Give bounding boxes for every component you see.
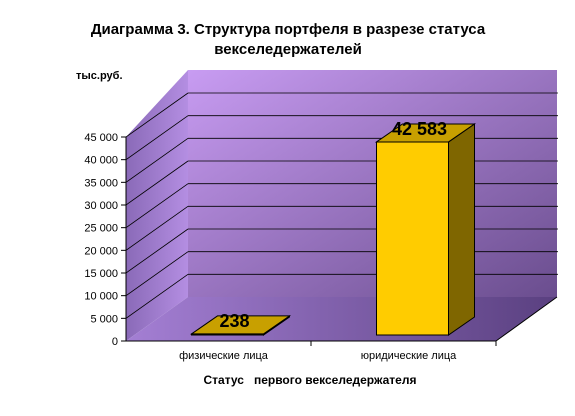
chart-title-line2: векселедержателей: [214, 41, 362, 58]
y-tick-label: 10 000: [84, 291, 118, 303]
data-label: 238: [219, 311, 249, 331]
y-tick-label: 35 000: [84, 177, 118, 189]
data-label: 42 583: [392, 119, 447, 139]
gridline-side: [125, 92, 189, 138]
y-axis-unit-label: тыс.руб.: [76, 70, 123, 82]
gridline-side: [125, 274, 189, 319]
gridlines: [125, 92, 558, 319]
y-axis-ticks: 0 5 000 10 000 15 000 20 000 25 000 30 000 35 0…: [84, 132, 126, 348]
bar-side: [448, 123, 475, 336]
gridline-side: [125, 228, 189, 274]
y-tick-label: 20 000: [84, 245, 118, 257]
floor-right-edge: [495, 296, 558, 342]
bar-top: [374, 123, 477, 143]
gridline-side: [125, 160, 189, 206]
gridline-side: [125, 183, 189, 228]
chart-title-line1: Диаграмма 3. Структура портфеля в разрез…: [91, 21, 486, 38]
x-category-label: юридические лица: [361, 350, 457, 362]
y-tick-label: 15 000: [84, 268, 118, 280]
y-tick-label: 45 000: [84, 132, 118, 144]
gridline-side: [125, 206, 189, 251]
bar-top: [189, 315, 292, 335]
bar: [376, 141, 449, 336]
y-tick-label: 40 000: [84, 155, 118, 167]
y-tick-label: 30 000: [84, 200, 118, 212]
gridline-side: [125, 115, 189, 160]
gridline-side: [125, 251, 189, 296]
x-axis-categories: физические лица юридические лица: [179, 341, 497, 362]
x-axis-title: Статус первого векселедержателя: [204, 373, 417, 387]
y-tick-label: 25 000: [84, 223, 118, 235]
y-tick-label: 5 000: [90, 313, 118, 325]
y-tick-label: 0: [112, 336, 118, 348]
data-labels: 238 42 583: [219, 119, 447, 331]
gridline-side: [125, 138, 189, 183]
bars: [189, 123, 477, 336]
x-category-label: физические лица: [179, 350, 269, 362]
